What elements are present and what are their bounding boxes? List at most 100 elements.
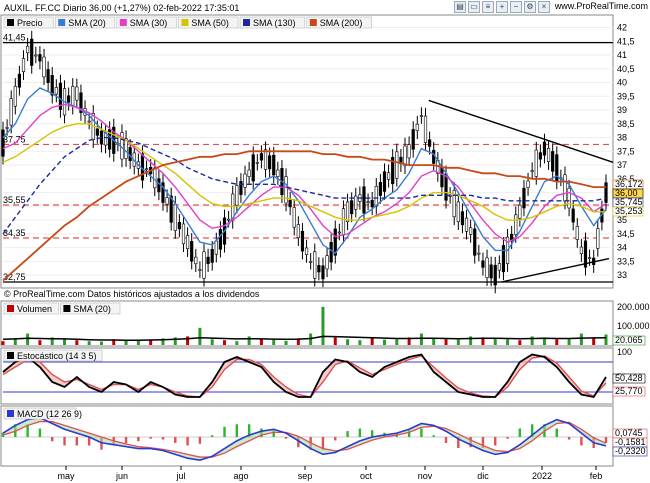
macd-histogram-bar (481, 437, 485, 449)
price-y-tick: 39,5 (617, 91, 635, 101)
settings-icon[interactable]: ⚙ (524, 1, 536, 13)
volume-bar (444, 339, 448, 345)
macd-histogram-bar (358, 428, 362, 437)
price-candle (350, 200, 354, 215)
x-tick-label: 2022 (532, 471, 552, 481)
price-candle (239, 181, 243, 195)
price-candle (214, 240, 218, 255)
volume-value-box (612, 335, 646, 346)
price-footnote: © ProRealTime.com Datos históricos ajust… (4, 289, 260, 299)
price-candle (9, 98, 13, 126)
price-candle (42, 56, 46, 78)
price-value-label: 36,172 (615, 179, 643, 189)
price-candle (522, 187, 526, 209)
x-tick-label: feb (590, 471, 603, 481)
volume-bar (198, 327, 202, 345)
price-candle (268, 155, 272, 170)
legend-swatch (7, 352, 14, 359)
macd-histogram-bar (518, 428, 522, 437)
price-candle (526, 180, 530, 188)
x-tick-label: nov (418, 471, 433, 481)
macd-value-label: 0,0745 (615, 428, 643, 438)
price-candle (34, 54, 38, 57)
price-candle (227, 218, 231, 221)
price-candle (140, 153, 145, 181)
toolbar-icons: ▤ ▭ ≡ + − ⚙ × (452, 1, 550, 13)
volume-bar (38, 340, 42, 345)
macd-histogram-bar (174, 437, 177, 443)
level-label: 34,35 (3, 228, 26, 238)
volume-bar (382, 339, 386, 345)
volume-bar (149, 339, 153, 345)
price-candle (255, 162, 259, 164)
macd-histogram-bar (420, 428, 423, 437)
legend-label: MACD (12 26 9) (17, 409, 82, 419)
volume-bar (136, 340, 140, 345)
price-candle (460, 211, 465, 226)
macd-histogram-bar (75, 437, 79, 446)
price-y-tick: 36,5 (617, 174, 635, 184)
macd-histogram-bar (235, 424, 239, 437)
stoch-value-box (612, 373, 646, 384)
price-candle (485, 257, 489, 278)
volume-bar (542, 337, 546, 345)
volume-bar (432, 338, 436, 345)
legend-label: SMA (130) (253, 18, 296, 28)
macd-histogram-bar (51, 437, 54, 442)
close-icon[interactable]: × (538, 1, 550, 13)
stoch-value-box (612, 386, 646, 397)
chart-icon[interactable]: ▤ (454, 1, 466, 13)
price-candle (378, 182, 382, 196)
price-candle (235, 185, 239, 206)
price-candle (563, 174, 567, 202)
price-candle (501, 245, 506, 273)
zoom-in-icon[interactable]: + (496, 1, 508, 13)
price-candle (440, 166, 444, 188)
legend-box (3, 407, 77, 420)
level-label: 35,55 (3, 195, 26, 205)
volume-bar (370, 338, 374, 345)
price-candle (300, 230, 305, 252)
price-candle (428, 139, 432, 147)
volume-bar (530, 336, 534, 345)
volume-bar (186, 336, 190, 345)
macd-histogram-bar (137, 437, 140, 442)
price-candle (477, 252, 481, 255)
macd-histogram-bar (530, 424, 534, 437)
x-tick-label: oct (360, 471, 373, 481)
legend-swatch (58, 19, 66, 26)
stoch-k-line (2, 353, 607, 399)
price-candle (276, 169, 280, 177)
sma-line-sma200 (2, 150, 606, 282)
price-candle (87, 120, 91, 123)
price-candle (345, 201, 350, 223)
price-candle (592, 257, 596, 265)
zoom-out-icon[interactable]: − (510, 1, 522, 13)
price-y-tick: 34 (617, 243, 627, 253)
legend-box (239, 16, 306, 29)
volume-bar (592, 337, 596, 345)
volume-sma-line (2, 335, 607, 341)
price-y-tick: 33,5 (617, 256, 635, 266)
price-candle (604, 182, 608, 203)
price-y-tick: 41,5 (617, 36, 635, 46)
bars-icon[interactable]: ≡ (482, 1, 494, 13)
legend-label: SMA (200) (320, 18, 363, 28)
screen-icon[interactable]: ▭ (468, 1, 480, 13)
price-candle (272, 154, 276, 176)
macd-histogram-bar (63, 437, 66, 446)
volume-bar (1, 341, 5, 345)
macd-histogram-bar (506, 437, 509, 439)
volume-bar (161, 338, 165, 345)
volume-bar (358, 340, 362, 345)
price-candle (411, 129, 415, 150)
volume-bar (26, 333, 30, 345)
volume-bar (407, 337, 411, 345)
macd-histogram-bar (407, 430, 411, 437)
price-candle (304, 247, 309, 255)
legend-label: SMA (30) (130, 18, 168, 28)
price-candle (354, 195, 358, 210)
price-candle (395, 151, 399, 179)
price-candle (108, 129, 112, 150)
